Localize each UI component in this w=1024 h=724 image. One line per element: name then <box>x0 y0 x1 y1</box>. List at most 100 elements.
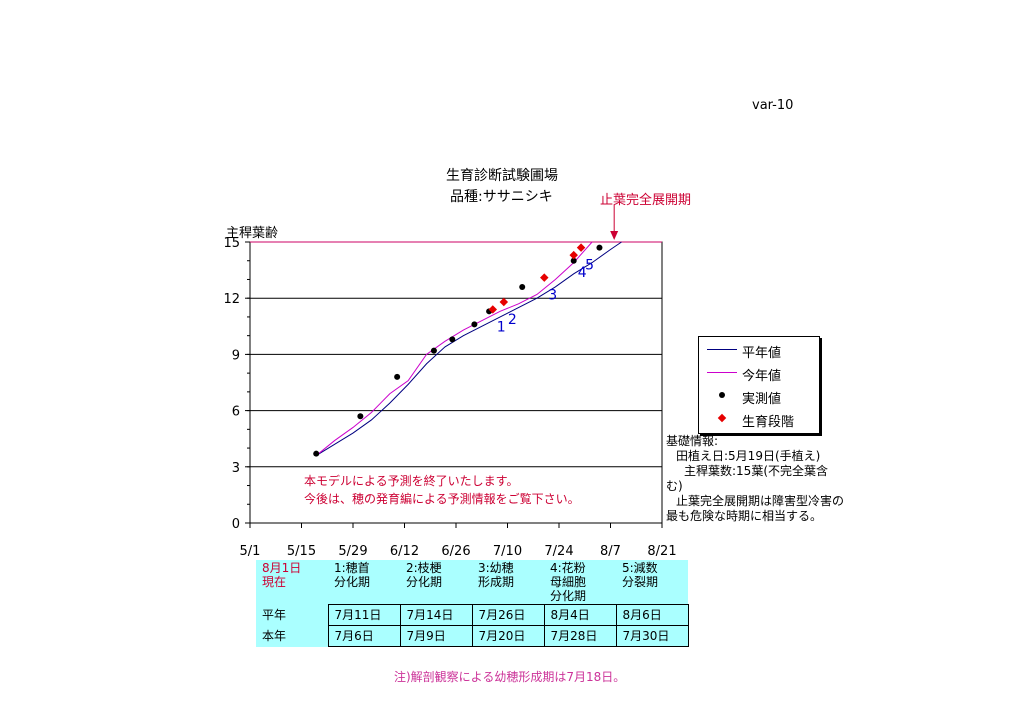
x-tick-label: 5/1 <box>240 544 261 559</box>
info-line: 主稈葉数:15葉(不完全葉含 <box>684 464 828 478</box>
stage-header-line: 分裂期 <box>622 575 659 589</box>
x-tick-label: 8/21 <box>647 544 676 559</box>
measured-point <box>394 373 401 380</box>
notice-line: 本モデルによる予測を終了いたします。 <box>304 474 519 488</box>
stage-header: 5:減数 分裂期 <box>616 560 688 605</box>
y-axis-label: 主稈葉齢 <box>226 226 278 241</box>
measured-point <box>357 413 364 420</box>
stage-label: 5 <box>585 258 594 274</box>
normal-line-swatch <box>707 349 737 350</box>
stage-header: 4:花粉 母細胞 分化期 <box>544 560 616 605</box>
table-header-row: 8月1日 現在 1:穂首 分化期 2:枝梗 分化期 3:幼穂 形成期 4:花粉 … <box>256 560 688 605</box>
row-label: 平年 <box>256 604 328 626</box>
basic-info: 基礎情報: 田植え日:5月19日(手植え) 主稈葉数:15葉(不完全葉含 む) … <box>666 434 866 524</box>
notice: 本モデルによる予測を終了いたします。 今後は、穂の発育編による予測情報をご覧下さ… <box>304 472 580 508</box>
stage-header-line: 5:減数 <box>622 561 658 575</box>
arrow-head-icon <box>610 231 619 240</box>
date-cell: 7月26日 <box>471 604 545 626</box>
stage-header-line: 3:幼穂 <box>478 561 514 575</box>
stage-header-line: 母細胞 <box>550 575 587 589</box>
stage-label: 2 <box>508 312 517 328</box>
stage-header-line: 分化期 <box>406 575 443 589</box>
x-tick-label: 8/7 <box>600 544 621 559</box>
legend-label: 実測値 <box>742 392 782 407</box>
table-row: 本年 7月6日 7月9日 7月20日 7月28日 7月30日 <box>256 625 689 647</box>
this-year-line-swatch <box>707 372 737 373</box>
legend-label: 今年値 <box>742 369 782 384</box>
stage-header: 3:幼穂 形成期 <box>472 560 544 605</box>
stage-point <box>488 305 498 314</box>
legend: 平年値 今年値 実測値 生育段階 <box>698 336 820 434</box>
series-line <box>315 241 622 456</box>
x-tick-label: 7/24 <box>544 544 573 559</box>
sheet-id: var-10 <box>752 98 794 113</box>
legend-item-measured: 実測値 <box>699 386 819 407</box>
legend-item-stage: 生育段階 <box>699 409 819 430</box>
date-cell: 7月14日 <box>399 604 473 626</box>
y-tick-label: 3 <box>232 461 240 476</box>
measured-point <box>471 321 478 328</box>
stage-label: 3 <box>548 288 557 304</box>
chart-title: 生育診断試験圃場 <box>446 168 558 184</box>
stage-header-line: 分化期 <box>334 575 371 589</box>
stage-header: 1:穂首 分化期 <box>328 560 400 605</box>
info-line: 最も危険な時期に相当する。 <box>666 509 823 523</box>
measured-point <box>313 450 320 457</box>
date-cell: 8月4日 <box>543 604 617 626</box>
table-row: 平年 7月11日 7月14日 7月26日 8月4日 8月6日 <box>256 604 689 626</box>
stage-point <box>540 273 549 282</box>
info-line: 田植え日:5月19日(手植え) <box>676 449 821 463</box>
measured-point <box>570 257 577 264</box>
measured-point <box>430 347 437 354</box>
measured-point <box>449 336 456 343</box>
footnote: 注)解剖観察による幼穂形成期は7月18日。 <box>394 670 626 684</box>
info-line: む) <box>666 479 683 493</box>
stage-header: 2:枝梗 分化期 <box>400 560 472 605</box>
date-cell: 7月6日 <box>327 625 401 647</box>
y-tick-label: 9 <box>232 348 240 363</box>
y-tick-label: 15 <box>223 236 240 251</box>
x-tick-label: 5/29 <box>338 544 367 559</box>
chart-subtitle: 品種:ササニシキ <box>450 189 553 205</box>
black-dot-icon <box>719 392 725 398</box>
red-diamond-icon <box>717 413 727 423</box>
date-cell: 8月6日 <box>615 604 689 626</box>
date-cell: 7月28日 <box>543 625 617 647</box>
stage-header-line: 分化期 <box>550 589 587 603</box>
stage-label: 1 <box>497 319 506 335</box>
date-cell: 7月11日 <box>327 604 401 626</box>
stage-label: 4 <box>578 265 587 281</box>
date-cell: 7月9日 <box>399 625 473 647</box>
legend-item-normal: 平年値 <box>699 340 819 361</box>
measured-point <box>519 283 526 290</box>
x-tick-label: 5/15 <box>287 544 316 559</box>
stage-header-line: 2:枝梗 <box>406 561 442 575</box>
row-label: 本年 <box>256 625 328 647</box>
date-cell: 7月20日 <box>471 625 545 647</box>
stage-point <box>499 297 509 307</box>
x-tick-label: 6/26 <box>441 544 470 559</box>
y-tick-label: 12 <box>223 292 240 307</box>
info-heading: 基礎情報: <box>666 434 719 448</box>
as-of-label: 現在 <box>262 575 287 589</box>
plot-area <box>249 241 663 524</box>
stage-header-line: 形成期 <box>478 575 515 589</box>
as-of-cell: 8月1日 現在 <box>256 560 328 605</box>
info-line: 止葉完全展開期は障害型冷害の <box>676 494 845 508</box>
series-line <box>315 241 593 456</box>
as-of-date: 8月1日 <box>262 561 302 575</box>
measured-point <box>596 244 603 251</box>
stage-header-line: 1:穂首 <box>334 561 370 575</box>
y-tick-label: 0 <box>232 517 240 532</box>
stage-table: 8月1日 現在 1:穂首 分化期 2:枝梗 分化期 3:幼穂 形成期 4:花粉 … <box>256 560 689 647</box>
stop-leaf-label: 止葉完全展開期 <box>600 193 692 208</box>
y-tick-label: 6 <box>232 405 240 420</box>
legend-label: 平年値 <box>742 346 782 361</box>
date-cell: 7月30日 <box>615 625 689 647</box>
x-tick-label: 6/12 <box>390 544 419 559</box>
x-tick-label: 7/10 <box>493 544 522 559</box>
stage-header-line: 4:花粉 <box>550 561 586 575</box>
legend-label: 生育段階 <box>742 415 795 430</box>
legend-item-this-year: 今年値 <box>699 363 819 384</box>
